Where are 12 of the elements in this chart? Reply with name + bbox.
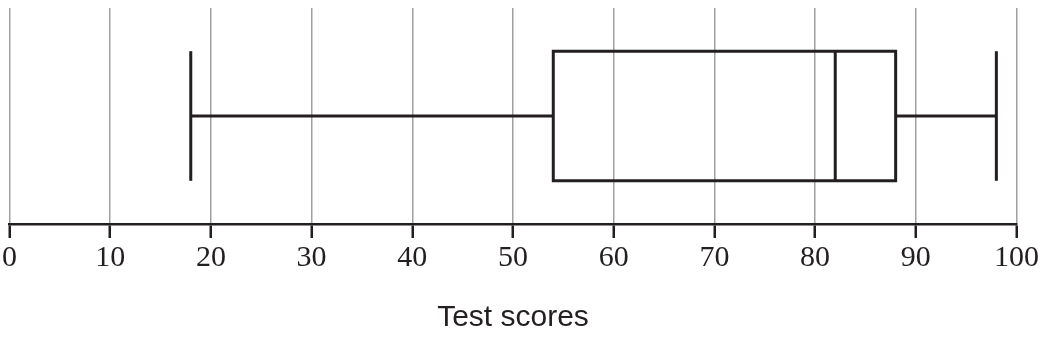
- x-tick-label: 60: [598, 238, 629, 272]
- x-axis-title: Test scores: [437, 299, 589, 333]
- x-tick-label: 20: [195, 238, 226, 272]
- x-tick-label: 30: [296, 238, 327, 272]
- x-tick-label: 10: [95, 238, 126, 272]
- x-tick-label: 70: [699, 238, 730, 272]
- x-tick-label: 80: [800, 238, 831, 272]
- x-tick-label: 40: [397, 238, 428, 272]
- x-tick-label: 0: [2, 238, 17, 272]
- x-tick-label: 90: [900, 238, 931, 272]
- x-tick-label: 50: [498, 238, 528, 272]
- x-tick-label: 100: [994, 238, 1039, 272]
